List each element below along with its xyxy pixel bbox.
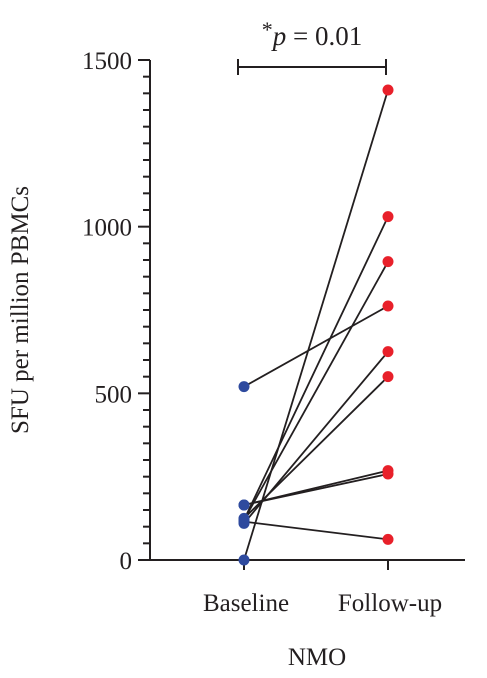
pair-line: [243, 216, 389, 521]
x-tick-label: Baseline: [203, 590, 289, 617]
data-points: [238, 84, 394, 566]
followup-point: [382, 468, 394, 480]
y-tick-label: 0: [120, 548, 133, 575]
pair-line: [243, 520, 389, 541]
significance-annotation: *p = 0.01: [237, 17, 387, 75]
followup-point: [382, 84, 394, 96]
p-value-symbol: p: [271, 21, 287, 51]
followup-point: [382, 211, 394, 223]
pair-line: [243, 305, 389, 388]
p-value-star: *: [262, 17, 273, 42]
pair-line: [243, 261, 389, 521]
pair-line: [243, 376, 389, 519]
y-tick-label: 500: [95, 381, 133, 408]
pair-line: [243, 89, 389, 561]
baseline-point: [238, 554, 250, 566]
x-axis: Baseline Follow-up: [150, 559, 465, 617]
y-tick-label: 1000: [82, 215, 132, 242]
followup-point: [382, 256, 394, 268]
followup-point: [382, 346, 394, 358]
followup-point: [382, 371, 394, 383]
p-value-label: *p = 0.01: [262, 17, 362, 51]
x-axis-title: NMO: [288, 644, 346, 671]
pair-line: [243, 473, 389, 506]
y-axis-title: SFU per million PBMCs: [7, 186, 34, 434]
baseline-point: [238, 381, 250, 393]
baseline-point: [238, 516, 250, 528]
p-value-text: = 0.01: [286, 21, 362, 51]
followup-point: [382, 533, 394, 545]
followup-point: [382, 300, 394, 312]
y-tick-label: 1500: [82, 48, 132, 75]
x-tick-label: Follow-up: [338, 590, 442, 617]
pair-lines: [243, 89, 389, 561]
y-axis: 0 500 1000 1500: [82, 48, 151, 575]
baseline-point: [238, 499, 250, 511]
